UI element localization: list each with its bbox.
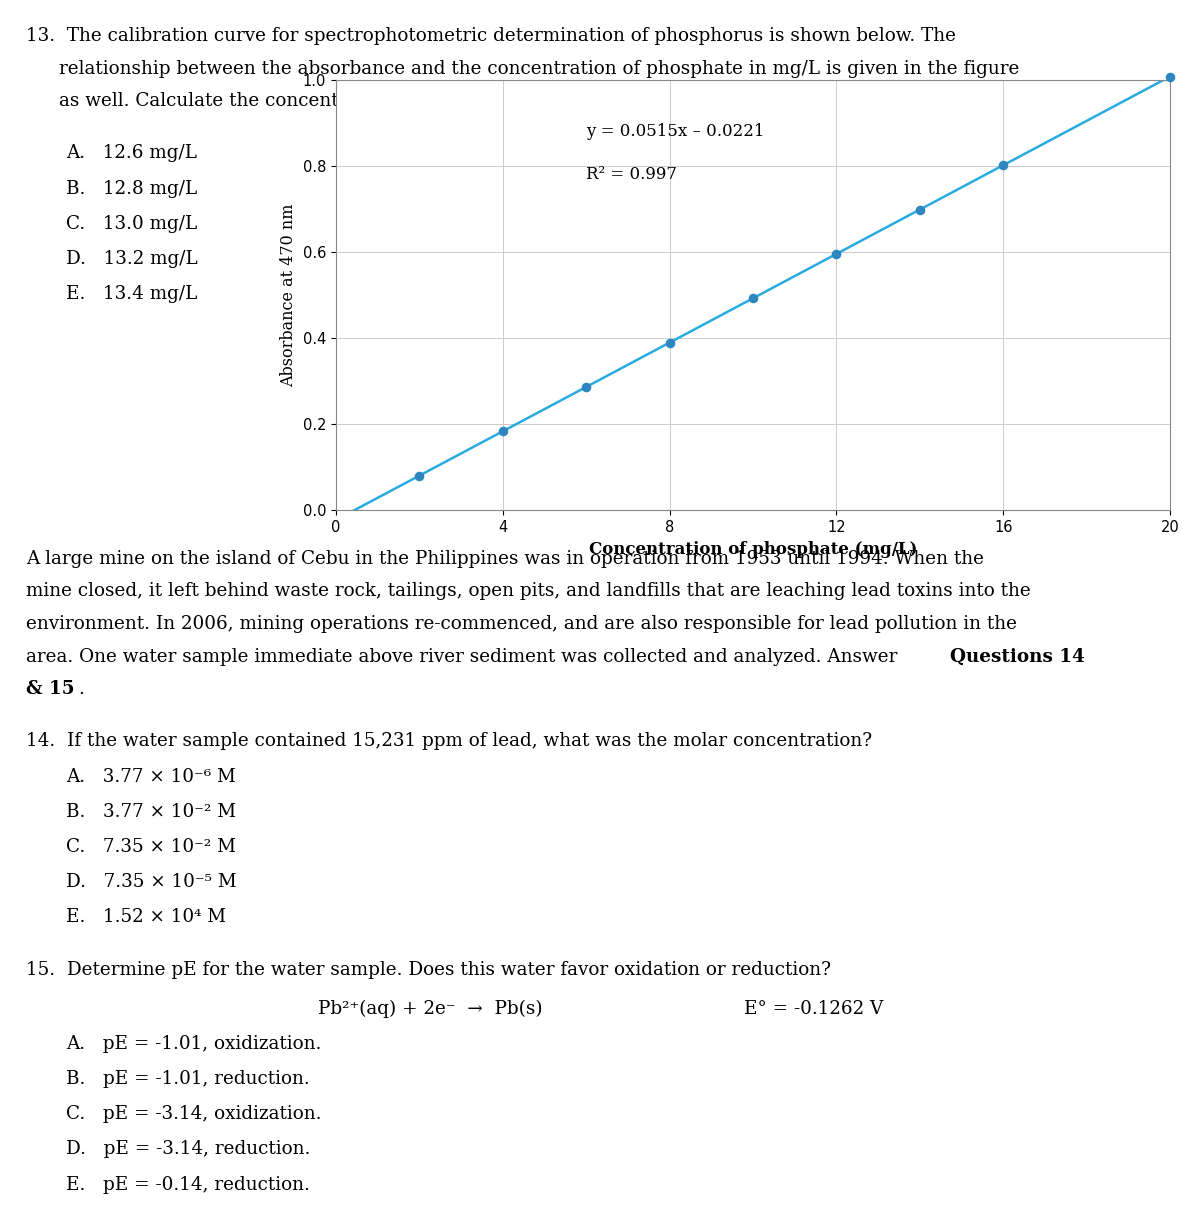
Y-axis label: Absorbance at 470 nm: Absorbance at 470 nm [281, 203, 298, 387]
Text: 14.  If the water sample contained 15,231 ppm of lead, what was the molar concen: 14. If the water sample contained 15,231… [26, 732, 872, 750]
Point [660, 333, 679, 353]
Point [827, 244, 846, 263]
Text: as well. Calculate the concentration of phosphate if a wastewater sample gives a: as well. Calculate the concentration of … [59, 92, 1026, 111]
Text: & 15: & 15 [26, 680, 74, 699]
Text: C.   7.35 × 10⁻² M: C. 7.35 × 10⁻² M [66, 838, 236, 856]
Text: A.   pE = -1.01, oxidization.: A. pE = -1.01, oxidization. [66, 1034, 322, 1053]
Point [911, 199, 930, 219]
Text: .: . [78, 680, 84, 699]
Text: Questions 14: Questions 14 [950, 647, 1085, 665]
Text: B.   pE = -1.01, reduction.: B. pE = -1.01, reduction. [66, 1070, 310, 1089]
Text: A.   12.6 mg/L: A. 12.6 mg/L [66, 144, 197, 162]
Text: area. One water sample immediate above river sediment was collected and analyzed: area. One water sample immediate above r… [26, 647, 904, 665]
Text: B.   3.77 × 10⁻² M: B. 3.77 × 10⁻² M [66, 803, 236, 820]
Text: A.   3.77 × 10⁻⁶ M: A. 3.77 × 10⁻⁶ M [66, 768, 236, 786]
Text: 13.  The calibration curve for spectrophotometric determination of phosphorus is: 13. The calibration curve for spectropho… [26, 27, 956, 46]
Text: D.   13.2 mg/L: D. 13.2 mg/L [66, 250, 198, 268]
Text: C.   pE = -3.14, oxidization.: C. pE = -3.14, oxidization. [66, 1106, 322, 1123]
Text: 15.  Determine pE for the water sample. Does this water favor oxidation or reduc: 15. Determine pE for the water sample. D… [26, 961, 832, 979]
Text: environment. In 2006, mining operations re-commenced, and are also responsible f: environment. In 2006, mining operations … [26, 615, 1018, 633]
Text: y = 0.0515x – 0.0221: y = 0.0515x – 0.0221 [587, 123, 764, 140]
Point [577, 378, 596, 397]
Point [1160, 66, 1180, 86]
Text: E.   1.52 × 10⁴ M: E. 1.52 × 10⁴ M [66, 908, 226, 926]
Text: R² = 0.997: R² = 0.997 [587, 166, 677, 183]
Text: Pb²⁺(aq) + 2e⁻  →  Pb(s): Pb²⁺(aq) + 2e⁻ → Pb(s) [318, 1000, 542, 1018]
Text: E° = -0.1262 V: E° = -0.1262 V [744, 1000, 883, 1017]
Text: B.   12.8 mg/L: B. 12.8 mg/L [66, 180, 197, 198]
Point [410, 466, 430, 486]
Text: D.   pE = -3.14, reduction.: D. pE = -3.14, reduction. [66, 1140, 311, 1159]
Text: mine closed, it left behind waste rock, tailings, open pits, and landfills that : mine closed, it left behind waste rock, … [26, 582, 1031, 600]
Text: D.   7.35 × 10⁻⁵ M: D. 7.35 × 10⁻⁵ M [66, 873, 236, 892]
Point [744, 288, 763, 308]
Text: relationship between the absorbance and the concentration of phosphate in mg/L i: relationship between the absorbance and … [59, 59, 1019, 77]
X-axis label: Concentration of phosphate (mg/L): Concentration of phosphate (mg/L) [589, 541, 917, 557]
Point [493, 422, 512, 442]
Text: E.   pE = -0.14, reduction.: E. pE = -0.14, reduction. [66, 1176, 310, 1193]
Text: A large mine on the island of Cebu in the Philippines was in operation from 1953: A large mine on the island of Cebu in th… [26, 550, 984, 568]
Text: C.   13.0 mg/L: C. 13.0 mg/L [66, 215, 197, 232]
Text: E.   13.4 mg/L: E. 13.4 mg/L [66, 285, 197, 304]
Point [994, 155, 1013, 175]
